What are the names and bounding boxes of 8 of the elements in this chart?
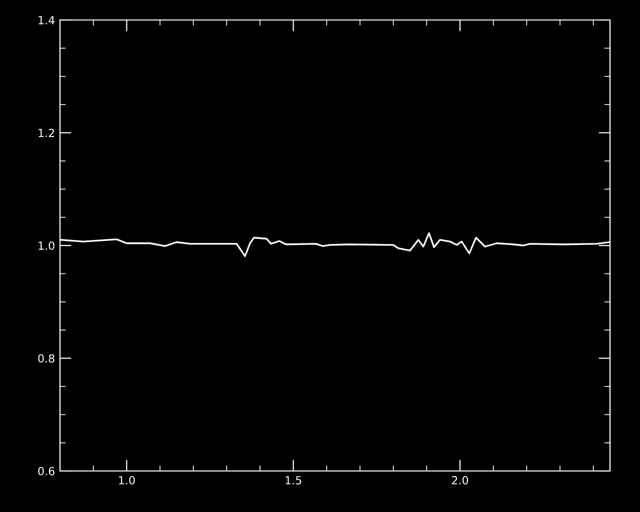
x-tick-label: 2.0 — [452, 476, 468, 484]
x-tick-label: 1.5 — [286, 476, 302, 484]
y-tick-label: 1.0 — [38, 241, 54, 250]
y-tick-label: 0.6 — [38, 466, 54, 476]
y-tick-label: 0.8 — [38, 354, 54, 363]
x-tick-label: 1.0 — [119, 476, 135, 484]
y-tick-label: 1.4 — [38, 16, 55, 24]
y-tick-label: 1.2 — [38, 128, 54, 137]
